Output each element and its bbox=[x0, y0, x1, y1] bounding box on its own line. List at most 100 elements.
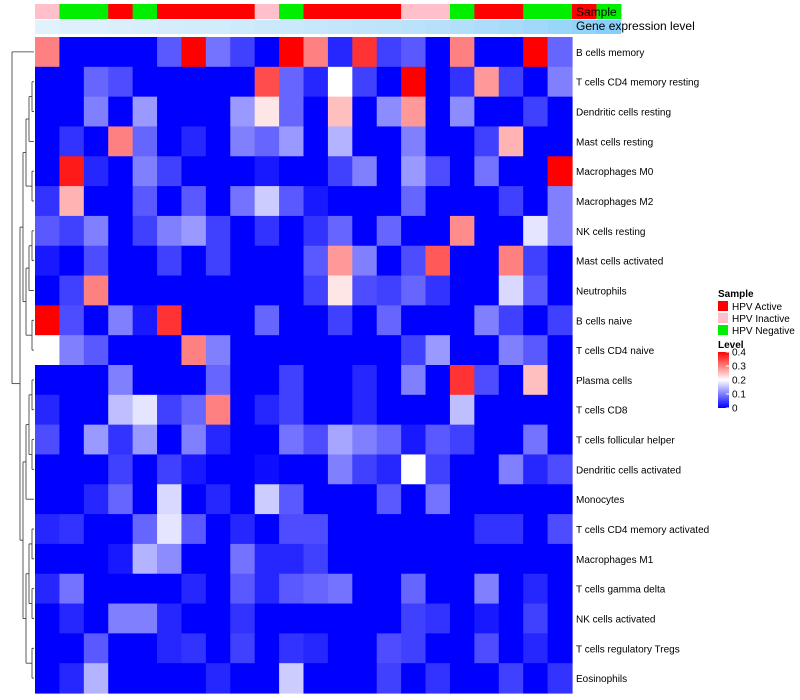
heatmap-cell bbox=[108, 215, 134, 247]
heatmap-cell bbox=[474, 365, 500, 396]
heatmap-cell bbox=[181, 454, 207, 485]
row-label: NK cells resting bbox=[576, 227, 645, 238]
heatmap-cell bbox=[254, 365, 280, 396]
heatmap-cell bbox=[59, 96, 85, 128]
heatmap-cell bbox=[157, 335, 183, 366]
heatmap-cell bbox=[401, 514, 427, 545]
heatmap-cell bbox=[83, 305, 109, 336]
heatmap-cell bbox=[425, 573, 451, 605]
heatmap-cell bbox=[181, 126, 207, 157]
heatmap-cell bbox=[157, 454, 183, 485]
heatmap-cell bbox=[35, 365, 61, 396]
heatmap-cell bbox=[157, 365, 183, 396]
heatmap-cell bbox=[523, 215, 549, 247]
heatmap-cell bbox=[425, 275, 451, 306]
heatmap-cell bbox=[254, 633, 280, 664]
heatmap-cell bbox=[474, 126, 500, 157]
heatmap-cell bbox=[425, 424, 451, 456]
heatmap-cell bbox=[376, 96, 402, 128]
row-label: T cells CD4 naive bbox=[576, 346, 655, 357]
heatmap-cell bbox=[254, 186, 280, 217]
heatmap-cell bbox=[474, 186, 500, 217]
heatmap-cell bbox=[83, 215, 109, 247]
heatmap-cell bbox=[523, 543, 549, 575]
heatmap-cell bbox=[181, 186, 207, 217]
heatmap-cell bbox=[35, 394, 61, 426]
heatmap-cell bbox=[279, 66, 305, 98]
heatmap-cell bbox=[401, 66, 427, 98]
heatmap-cell bbox=[303, 305, 329, 336]
sample-annotation-cell bbox=[303, 4, 329, 19]
heatmap-cell bbox=[547, 633, 573, 664]
expression-annotation-cell bbox=[230, 20, 256, 34]
heatmap-cell bbox=[352, 484, 378, 515]
heatmap-cell bbox=[279, 156, 305, 187]
expression-annotation-cell bbox=[498, 20, 524, 34]
heatmap-cell bbox=[352, 335, 378, 366]
row-label: NK cells activated bbox=[576, 614, 655, 625]
legend-level-colorbar bbox=[718, 352, 729, 408]
heatmap-cell bbox=[230, 543, 256, 575]
heatmap-cell bbox=[230, 186, 256, 217]
heatmap-cell bbox=[449, 484, 475, 515]
heatmap-cell bbox=[425, 663, 451, 694]
heatmap-cell bbox=[279, 603, 305, 634]
heatmap-cell bbox=[35, 245, 61, 277]
expression-annotation-cell bbox=[474, 20, 500, 34]
heatmap-grid bbox=[35, 37, 573, 694]
heatmap-cell bbox=[547, 275, 573, 306]
heatmap-cell bbox=[254, 454, 280, 485]
heatmap-cell bbox=[401, 543, 427, 575]
heatmap-cell bbox=[425, 96, 451, 128]
heatmap-cell bbox=[425, 543, 451, 575]
heatmap-cell bbox=[59, 633, 85, 664]
heatmap-cell bbox=[425, 186, 451, 217]
heatmap-cell bbox=[401, 186, 427, 217]
heatmap-cell bbox=[352, 365, 378, 396]
heatmap-cell bbox=[157, 514, 183, 545]
row-dendrogram bbox=[11, 51, 34, 679]
heatmap-cell bbox=[108, 424, 134, 456]
heatmap-cell bbox=[279, 305, 305, 336]
expression-annotation-cell bbox=[303, 20, 329, 34]
heatmap-cell bbox=[498, 603, 524, 634]
heatmap-cell bbox=[230, 514, 256, 545]
heatmap-cell bbox=[83, 37, 109, 68]
heatmap-cell bbox=[376, 454, 402, 485]
heatmap-cell bbox=[327, 96, 353, 128]
row-label: T cells regulatory Tregs bbox=[576, 644, 680, 655]
sample-annotation-cell bbox=[35, 4, 61, 19]
heatmap-cell bbox=[205, 156, 231, 187]
heatmap-cell bbox=[474, 484, 500, 515]
heatmap-cell bbox=[376, 573, 402, 605]
heatmap-cell bbox=[547, 215, 573, 247]
heatmap-cell bbox=[401, 335, 427, 366]
heatmap-cell bbox=[205, 305, 231, 336]
heatmap-cell bbox=[425, 514, 451, 545]
heatmap-cell bbox=[157, 633, 183, 664]
heatmap-cell bbox=[303, 543, 329, 575]
heatmap-cell bbox=[303, 335, 329, 366]
heatmap-cell bbox=[132, 156, 158, 187]
heatmap-cell bbox=[498, 484, 524, 515]
heatmap-cell bbox=[279, 335, 305, 366]
heatmap-cell bbox=[523, 514, 549, 545]
heatmap-cell bbox=[254, 335, 280, 366]
heatmap-cell bbox=[523, 424, 549, 456]
heatmap-cell bbox=[254, 275, 280, 306]
expression-annotation-cell bbox=[132, 20, 158, 34]
heatmap-cell bbox=[474, 454, 500, 485]
heatmap-cell bbox=[132, 215, 158, 247]
heatmap-cell bbox=[83, 365, 109, 396]
expression-annotation-cell bbox=[425, 20, 451, 34]
heatmap-cell bbox=[83, 186, 109, 217]
heatmap-cell bbox=[425, 394, 451, 426]
expression-annotation-cell bbox=[376, 20, 402, 34]
row-label: Mast cells activated bbox=[576, 257, 663, 268]
heatmap-cell bbox=[449, 37, 475, 68]
heatmap-cell bbox=[35, 126, 61, 157]
heatmap-cell bbox=[181, 484, 207, 515]
heatmap-cell bbox=[547, 573, 573, 605]
heatmap-cell bbox=[401, 454, 427, 485]
